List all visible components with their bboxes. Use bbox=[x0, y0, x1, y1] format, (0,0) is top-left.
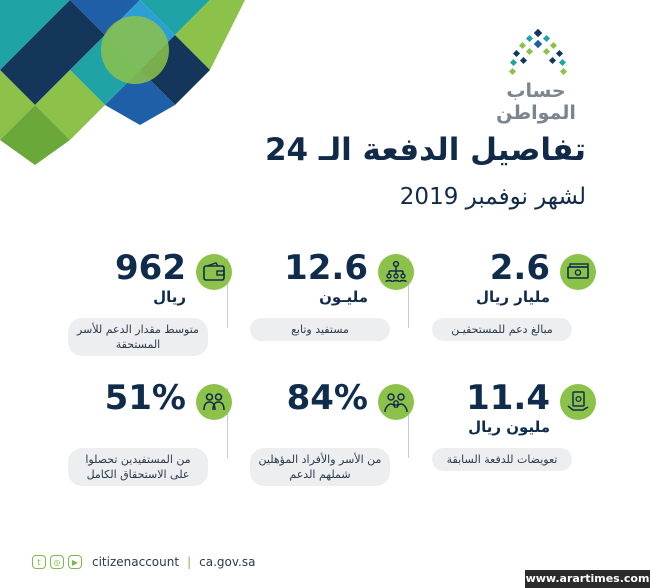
stat-support-amount: 2.6 مليار ريال مبالغ دعم للمستحقيـن bbox=[432, 242, 596, 372]
page-subtitle: لشهر نوفمبر 2019 bbox=[399, 184, 586, 210]
stat-average-support: 962 ريال متوسط مقدار الدعم للأسر المستحق… bbox=[68, 242, 232, 372]
social-handle[interactable]: citizenaccount bbox=[92, 555, 180, 569]
cash-hand-icon bbox=[560, 384, 596, 420]
stat-label: تعويضات للدفعة السابقة bbox=[432, 448, 572, 471]
stat-unit: مليار ريال bbox=[476, 288, 550, 306]
divider bbox=[227, 388, 228, 458]
money-stack-icon bbox=[560, 254, 596, 290]
divider bbox=[408, 258, 409, 328]
watermark: www.arartimes.com bbox=[525, 570, 650, 588]
stat-value: 2.6 bbox=[489, 248, 550, 288]
stat-label: من الأسر والأفراد المؤهلين شملهم الدعم bbox=[250, 448, 390, 486]
logo-mark-icon bbox=[508, 28, 568, 76]
page-title: تفاصيل الدفعة الـ 24 bbox=[264, 132, 586, 168]
instagram-icon[interactable]: ◎ bbox=[50, 555, 64, 569]
stat-unit: مليون ريال bbox=[468, 418, 550, 436]
decorative-pattern bbox=[0, 0, 245, 165]
divider bbox=[227, 258, 228, 328]
twitter-icon[interactable]: t bbox=[32, 555, 46, 569]
family-icon bbox=[378, 384, 414, 420]
stat-label: مبالغ دعم للمستحقيـن bbox=[432, 318, 572, 341]
website-link[interactable]: ca.gov.sa bbox=[199, 555, 256, 569]
stat-families-covered: 84% من الأسر والأفراد المؤهلين شملهم الد… bbox=[250, 372, 414, 502]
stat-value: 12.6 bbox=[284, 248, 368, 288]
divider bbox=[408, 388, 409, 458]
two-people-icon bbox=[196, 384, 232, 420]
stat-label: من المستفيدين تحصلوا على الاستحقاق الكام… bbox=[68, 448, 208, 486]
brand-name: حساب المواطن bbox=[496, 80, 576, 124]
youtube-icon[interactable]: ▶ bbox=[68, 555, 82, 569]
stat-label: متوسط مقدار الدعم للأسر المستحقة bbox=[68, 318, 208, 356]
stat-label: مستفيد وتابع bbox=[250, 318, 390, 341]
stat-unit: مليـون bbox=[319, 288, 368, 306]
stat-beneficiaries: 12.6 مليـون مستفيد وتابع bbox=[250, 242, 414, 372]
stat-unit: ريال bbox=[153, 288, 186, 306]
wallet-icon bbox=[196, 254, 232, 290]
stat-value: 962 bbox=[115, 248, 186, 288]
footer: t ◎ ▶ citizenaccount | ca.gov.sa bbox=[32, 552, 255, 572]
hierarchy-people-icon bbox=[378, 254, 414, 290]
stat-value: 84% bbox=[286, 378, 368, 418]
stat-value: 11.4 bbox=[466, 378, 550, 418]
stat-value: 51% bbox=[104, 378, 186, 418]
stat-compensation: 11.4 مليون ريال تعويضات للدفعة السابقة bbox=[432, 372, 596, 502]
footer-separator: | bbox=[187, 555, 192, 569]
stat-full-entitlement: 51% من المستفيدين تحصلوا على الاستحقاق ا… bbox=[68, 372, 232, 502]
